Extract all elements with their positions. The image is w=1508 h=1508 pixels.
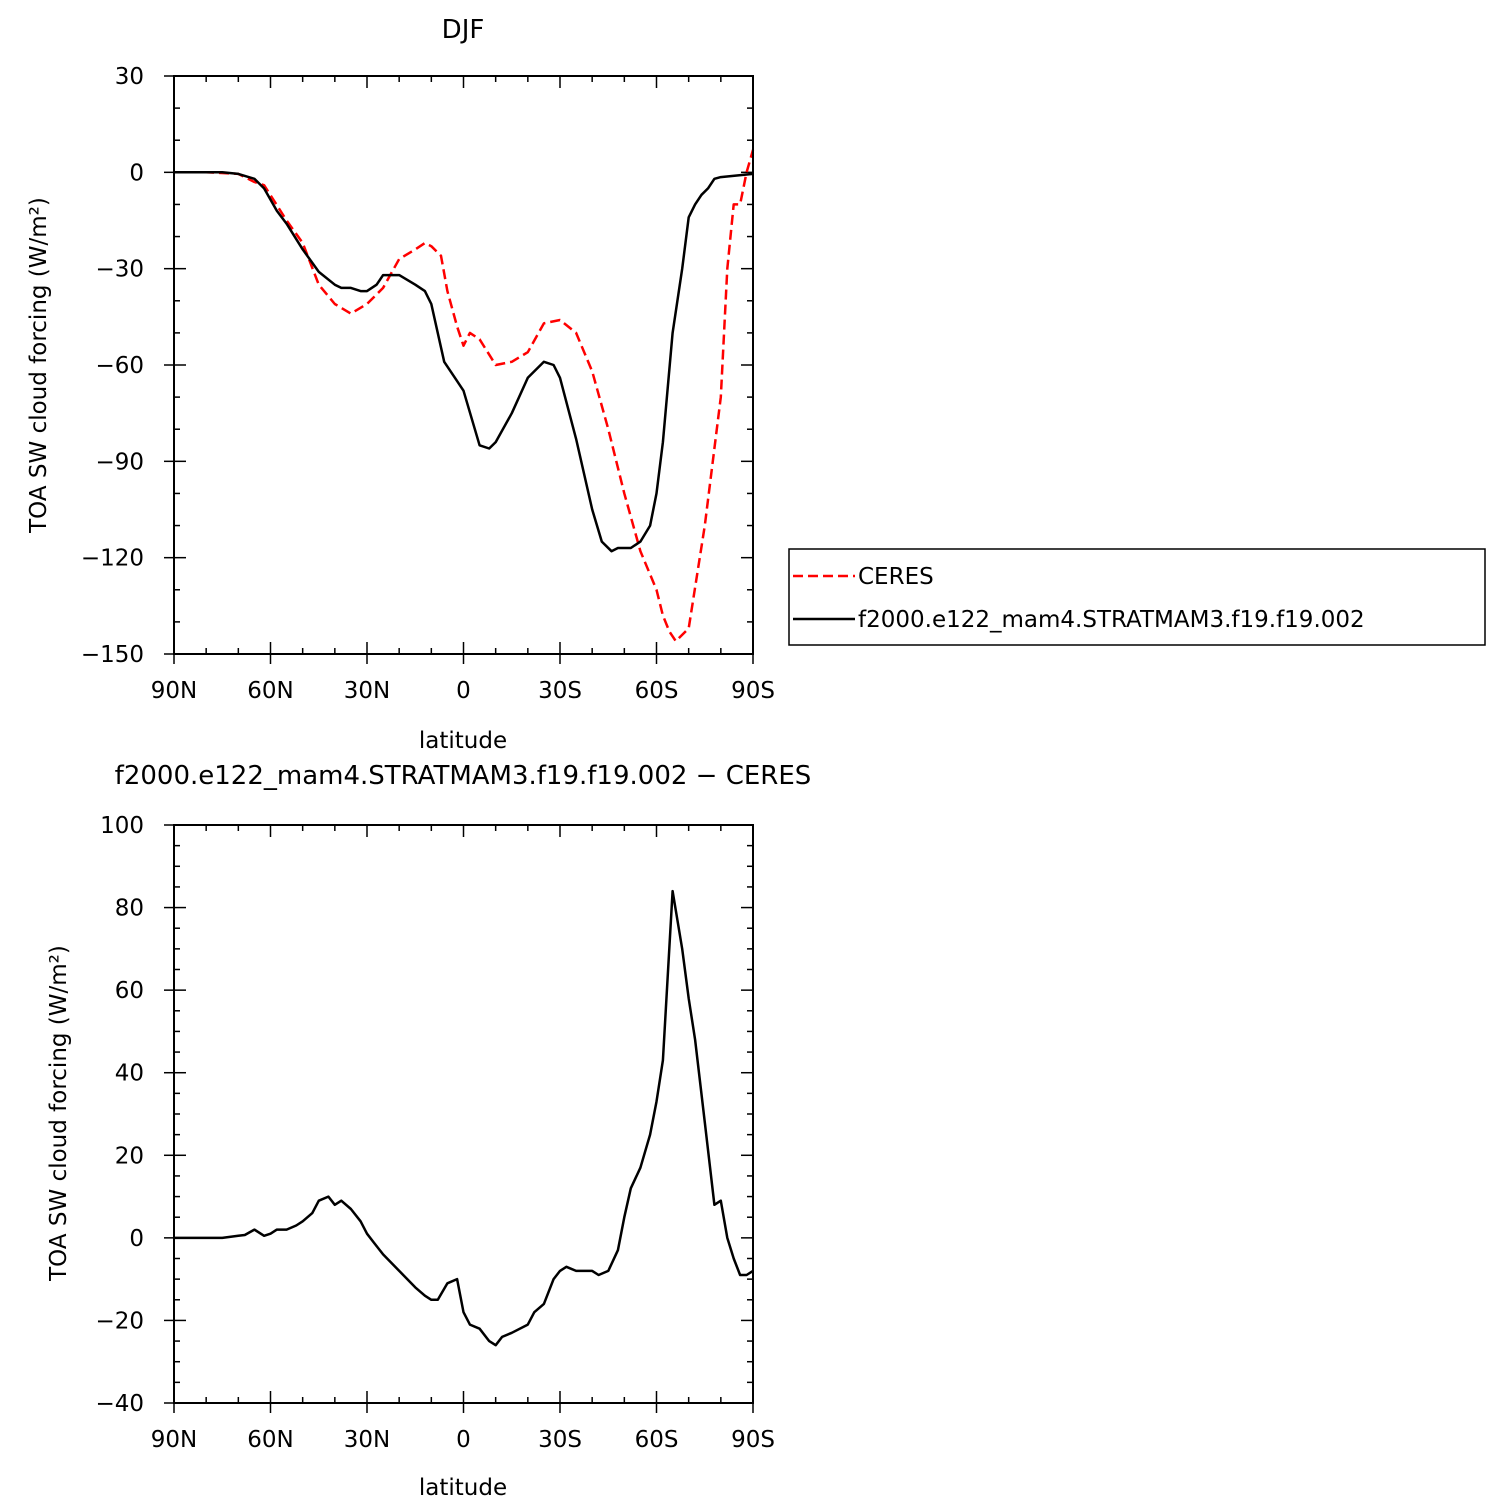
top-chart-title: DJF [442, 15, 485, 45]
top-ticks: 90N 60N 30N 0 30S 60S 90S 30 0 −30 −60 −90 −120 −150 [81, 64, 775, 704]
bottom-x-tick-label: 60S [635, 1427, 679, 1453]
top-series-line-ceres [174, 149, 755, 643]
bottom-series-line-model [174, 889, 754, 1347]
top-y-tick-label: −120 [81, 546, 144, 572]
top-y-tick-label: −30 [95, 257, 144, 283]
bottom-x-tick-label: 60N [247, 1427, 293, 1453]
legend-label-model: f2000.e122_mam4.STRATMAM3.f19.f19.002 [858, 607, 1365, 633]
bottom-y-tick-label: −40 [95, 1391, 144, 1417]
bottom-x-axis-label: latitude [419, 1475, 507, 1501]
top-y-tick-label: −150 [81, 642, 144, 668]
top-y-tick-label: 0 [129, 160, 144, 186]
bottom-x-tick-label: 30S [538, 1427, 582, 1453]
top-x-tick-label: 90S [731, 678, 775, 704]
top-y-tick-label: −60 [95, 353, 144, 379]
bottom-y-tick-label: −20 [95, 1308, 144, 1334]
top-x-tick-label: 90N [151, 678, 197, 704]
top-x-tick-label: 30S [538, 678, 582, 704]
top-x-tick-label: 30N [344, 678, 390, 704]
bottom-y-tick-label: 40 [115, 1061, 144, 1087]
bottom-x-tick-label: 90S [731, 1427, 775, 1453]
bottom-plot-frame [173, 824, 754, 1404]
bottom-series [174, 889, 754, 1347]
top-y-axis-label: TOA SW cloud forcing (W/m²) [26, 197, 52, 534]
bottom-y-tick-label: 60 [115, 978, 144, 1004]
top-series [174, 149, 755, 643]
top-x-tick-label: 60N [247, 678, 293, 704]
top-y-tick-label: −90 [95, 449, 144, 475]
top-plot-frame [173, 75, 754, 655]
bottom-ticks: 90N 60N 30N 0 30S 60S 90S 100 80 60 40 20 0 −20 −40 [95, 813, 774, 1453]
bottom-x-tick-label: 30N [344, 1427, 390, 1453]
bottom-y-tick-label: 0 [129, 1226, 144, 1252]
bottom-x-tick-label: 90N [151, 1427, 197, 1453]
bottom-x-tick-label: 0 [456, 1427, 471, 1453]
legend: CERES f2000.e122_mam4.STRATMAM3.f19.f19.… [788, 548, 1486, 646]
bottom-panel: f2000.e122_mam4.STRATMAM3.f19.f19.002 − … [46, 761, 811, 1501]
top-x-tick-label: 60S [635, 678, 679, 704]
bottom-chart-title: f2000.e122_mam4.STRATMAM3.f19.f19.002 − … [115, 761, 812, 791]
bottom-y-axis-label: TOA SW cloud forcing (W/m²) [46, 945, 72, 1282]
top-x-tick-label: 0 [456, 678, 471, 704]
legend-label-ceres: CERES [858, 564, 934, 590]
top-y-tick-label: 30 [115, 64, 144, 90]
top-panel: DJF TOA SW cloud forcing (W/m²) latitude… [26, 15, 775, 754]
bottom-y-tick-label: 20 [115, 1143, 144, 1169]
top-series-line-model [174, 171, 754, 553]
bottom-y-tick-label: 80 [115, 896, 144, 922]
top-x-axis-label: latitude [419, 728, 507, 754]
legend-box [788, 548, 1486, 646]
bottom-y-tick-label: 100 [100, 813, 144, 839]
